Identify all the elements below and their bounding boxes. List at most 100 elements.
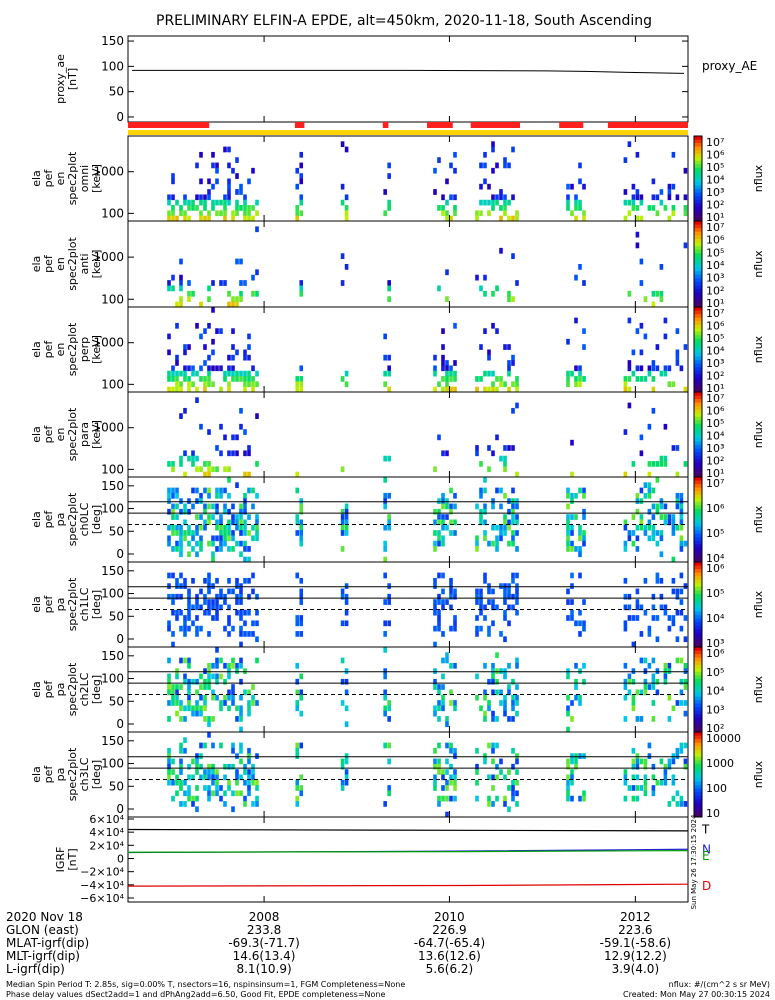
spectrogram-cell (679, 625, 684, 632)
spectrogram-cell (623, 519, 628, 526)
spectrogram-cell (171, 641, 175, 648)
ephemeris-value: 5.6(6.2) (426, 962, 474, 976)
spectrogram-cell (251, 700, 255, 706)
spectrogram-cell (647, 370, 652, 377)
spectrogram-cell (647, 684, 652, 690)
spectrogram-cell (299, 280, 304, 286)
spectrogram-cell (167, 370, 171, 377)
spectrogram-cell (167, 620, 171, 627)
colorbar-tick-label: 1000 (706, 757, 734, 770)
colorbar-step (694, 593, 702, 598)
spectrogram-cell (211, 183, 215, 190)
spectrogram-cell (295, 167, 300, 174)
spectrogram-cell (175, 577, 179, 584)
colorbar-step (694, 636, 702, 641)
spectrogram-cell (655, 290, 660, 297)
spectrogram-cell (295, 572, 300, 579)
spectrogram-cell (511, 747, 515, 754)
spectrogram-cell (243, 492, 247, 499)
spectrogram-cell (215, 790, 219, 797)
spectrogram-cell (207, 763, 211, 770)
ephemeris-value: 233.8 (247, 923, 281, 937)
ytick-label: 1000 (93, 165, 124, 179)
spectrogram-ylabel: ela pef en spec2plot para [keV] (30, 407, 103, 461)
spectrogram-cell (243, 280, 247, 286)
spectrogram-cell (171, 758, 175, 765)
colorbar-step (694, 693, 702, 698)
spectrogram-cell (187, 205, 191, 211)
colorbar-step (694, 213, 702, 218)
spectrogram-cell (511, 498, 515, 504)
spectrogram-cell (433, 599, 437, 605)
spectrogram-cell (171, 546, 175, 552)
spectrogram-cell (491, 620, 495, 627)
spectrogram-cell (511, 519, 515, 526)
spectrogram-cell (340, 700, 345, 706)
spectrogram-cell (635, 546, 640, 552)
spectrogram-cell (183, 471, 187, 478)
spectrogram-cell (566, 705, 570, 712)
colorbar-step (694, 519, 702, 524)
spectrogram-cell (570, 795, 574, 802)
spectrogram-cell (635, 365, 640, 372)
spectrogram-cell (491, 689, 495, 696)
spectrogram-cell (231, 742, 235, 749)
spectrogram-cell (179, 763, 183, 770)
spectrogram-cell (566, 381, 570, 388)
spectrogram-cell (671, 705, 676, 712)
spectrogram-cell (187, 625, 191, 632)
spectrogram-cell (239, 774, 243, 781)
spectrogram-cell (219, 386, 223, 393)
spectrogram-cell (340, 376, 345, 382)
spectrogram-cell (479, 593, 483, 600)
spectrogram-cell (203, 577, 207, 584)
spectrogram-cell (570, 615, 574, 621)
spectrogram-cell (207, 519, 211, 526)
spectrogram-cell (235, 296, 239, 303)
spectrogram-cell (187, 795, 191, 802)
colorbar-step (694, 292, 702, 297)
spectrogram-cell (211, 205, 215, 211)
spectrogram-cell (495, 763, 499, 770)
spectrogram-cell (503, 524, 507, 531)
spectrogram-cell (211, 615, 215, 621)
spectrogram-cell (243, 376, 247, 382)
spectrogram-cell (491, 604, 495, 611)
colorbar-step (694, 360, 702, 365)
spectrogram-cell (199, 604, 203, 611)
spectrogram-cell (671, 758, 676, 765)
spectrogram-cell (683, 540, 688, 547)
spectrogram-cell (487, 700, 491, 706)
spectrogram-cell (247, 785, 251, 791)
spectrogram-cell (582, 753, 586, 759)
spectrogram-cell (251, 535, 255, 542)
spectrogram-cell (227, 365, 231, 372)
spectrogram-cell (247, 779, 251, 786)
spectrogram-cell (227, 631, 231, 637)
colorbar-step (694, 477, 702, 482)
colorbar-step (694, 767, 702, 772)
spectrogram-cell (511, 705, 515, 712)
spectrogram-cell (453, 205, 457, 211)
spectrogram-cell (475, 535, 479, 542)
spectrogram-cell (295, 795, 300, 802)
spectrogram-cell (453, 519, 457, 526)
colorbar-tick-label: 10¹ (706, 467, 724, 480)
spectrogram-cell (483, 604, 487, 611)
spectrogram-cell (247, 747, 251, 754)
spectrogram-cell (445, 716, 449, 722)
spectrogram-cell (167, 461, 171, 467)
proxy-ae-line (132, 69, 685, 74)
science-zone-red-segment (607, 122, 688, 128)
spectrogram-cell (495, 162, 499, 169)
spectrogram-cell (175, 609, 179, 616)
colorbar-step (694, 739, 702, 744)
spectrogram-cell (503, 194, 507, 201)
colorbar-step (694, 246, 702, 251)
spectrogram-cell (483, 572, 487, 579)
spectrogram-cell (203, 684, 207, 690)
spectrogram-cell (299, 365, 304, 372)
spectrogram-cell (570, 779, 574, 786)
spectrogram-cell (203, 461, 207, 467)
